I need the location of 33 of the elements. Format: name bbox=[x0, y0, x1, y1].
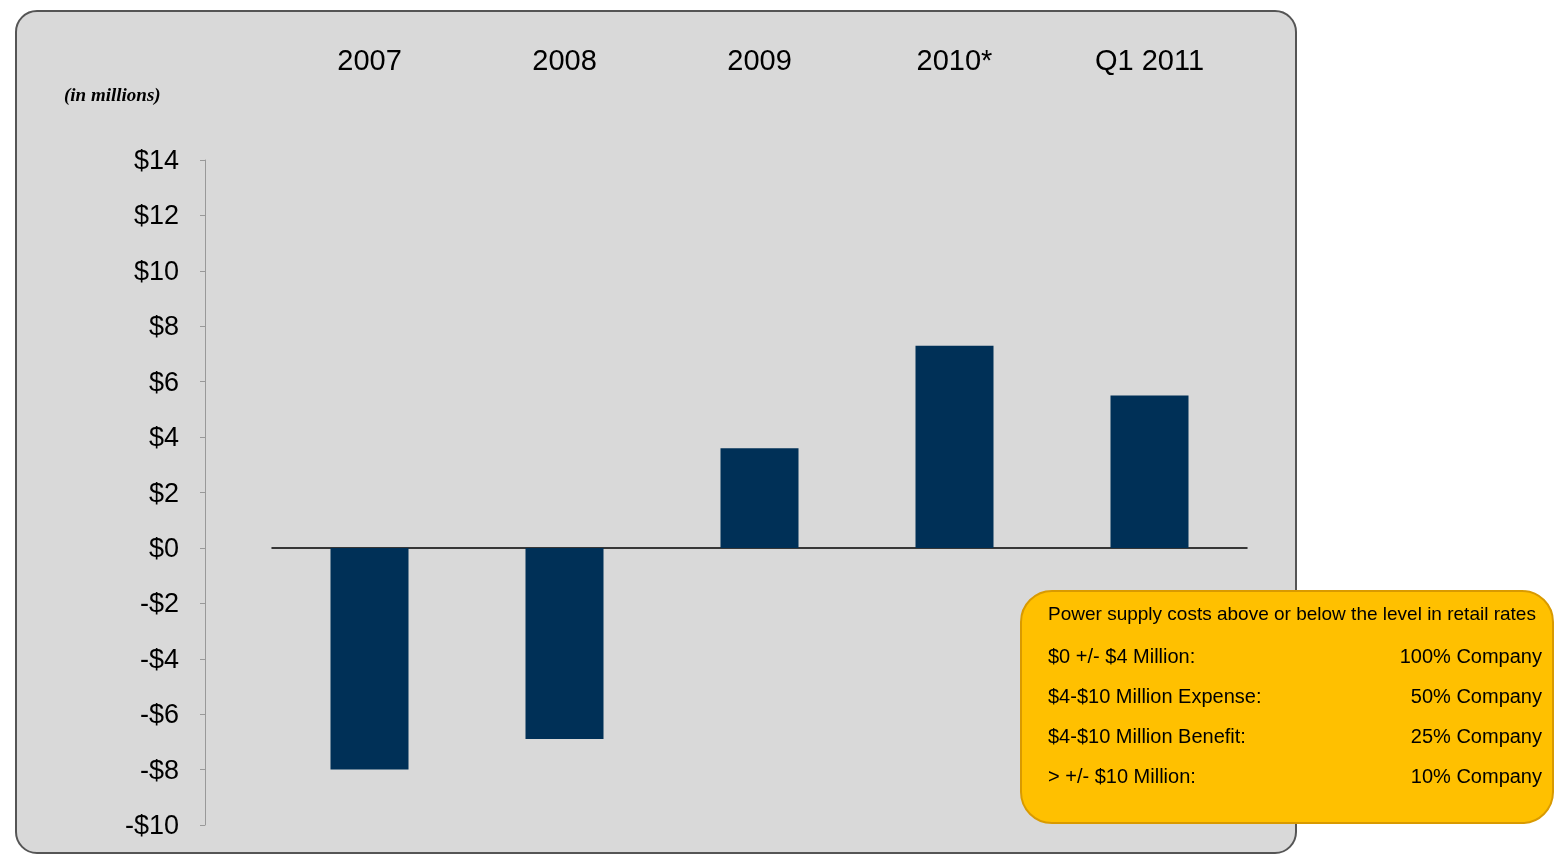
y-tick-label: -$4 bbox=[139, 643, 179, 674]
y-tick-label: $4 bbox=[148, 422, 179, 453]
x-tick-label: 2008 bbox=[532, 43, 597, 76]
text: (in millions) bbox=[64, 84, 161, 106]
annotation: > +/- $10 Million: bbox=[1048, 763, 1197, 789]
y-tick-label: $2 bbox=[148, 477, 179, 508]
x-tick-label: 2007 bbox=[337, 43, 402, 76]
annotation: $0 +/- $4 Million: bbox=[1048, 643, 1197, 669]
bar bbox=[720, 448, 799, 548]
y-tick-label: $0 bbox=[148, 532, 179, 563]
text: 10% Company bbox=[1410, 764, 1542, 787]
annotation: Power supply costs above or below the level in retail rates bbox=[1047, 602, 1537, 626]
y-tick-label: $6 bbox=[148, 366, 179, 397]
y-tick-label: $8 bbox=[148, 311, 179, 342]
x-tick-label: 2009 bbox=[727, 43, 792, 76]
y-tick-label: -$10 bbox=[124, 810, 179, 840]
bar bbox=[330, 547, 409, 770]
text: 25% Company bbox=[1410, 724, 1542, 747]
y-tick-label: -$6 bbox=[139, 699, 179, 730]
y-tick-label: $14 bbox=[133, 145, 179, 175]
y-tick-label: $12 bbox=[133, 200, 179, 231]
y-tick-label: -$2 bbox=[139, 588, 179, 619]
bar bbox=[915, 345, 994, 548]
x-tick-label: Q1 2011 bbox=[1094, 43, 1205, 76]
annotation: $4-$10 Million Benefit: bbox=[1048, 723, 1247, 749]
y-tick-label: $10 bbox=[133, 255, 179, 286]
x-tick-label: 2010* bbox=[916, 43, 993, 76]
text: 100% Company bbox=[1399, 644, 1542, 667]
y-tick-label: -$8 bbox=[139, 754, 179, 785]
annotation: $4-$10 Million Expense: bbox=[1048, 683, 1263, 709]
text: 50% Company bbox=[1410, 684, 1542, 707]
bar bbox=[1110, 395, 1189, 548]
bar bbox=[525, 547, 604, 740]
